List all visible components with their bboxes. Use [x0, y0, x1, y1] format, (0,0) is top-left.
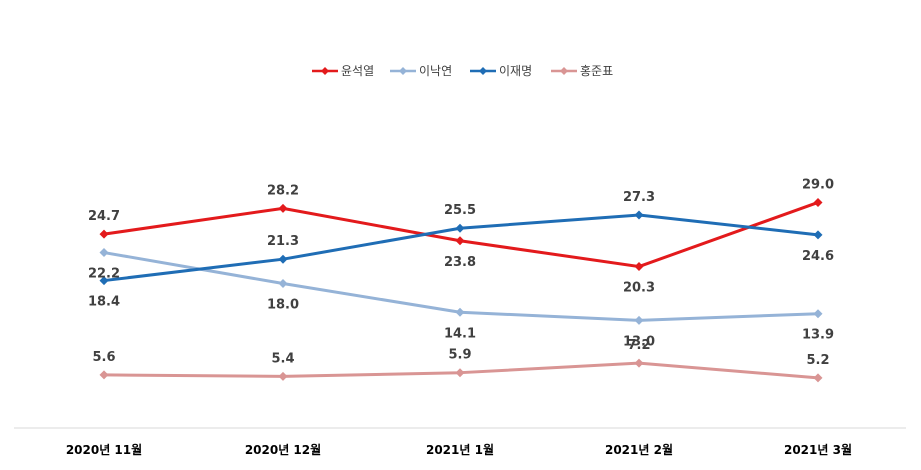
- data-point-s1-2: [278, 203, 288, 213]
- x-tick-label-5: 2021년 3월: [784, 442, 852, 457]
- legend-item-4: 홍준표: [551, 64, 613, 78]
- data-label-s2-2: 18.0: [267, 298, 299, 313]
- x-tick-label-3: 2021년 1월: [426, 442, 494, 457]
- legend-label-3: 이재명: [499, 64, 532, 78]
- data-label-s3-2: 21.3: [267, 234, 299, 249]
- data-label-s2-3: 14.1: [444, 326, 476, 341]
- data-point-s2-1: [99, 248, 109, 258]
- data-point-s3-3: [455, 223, 465, 233]
- data-point-s2-3: [455, 307, 465, 317]
- data-point-s4-4: [634, 358, 644, 368]
- data-point-s4-5: [813, 373, 823, 383]
- x-tick-label-2: 2020년 12월: [245, 442, 321, 457]
- legend-marker-4: [560, 67, 568, 75]
- data-point-s3-5: [813, 230, 823, 240]
- x-tick-label-4: 2021년 2월: [605, 442, 673, 457]
- data-point-s2-2: [278, 279, 288, 289]
- data-label-s2-5: 13.9: [802, 328, 834, 343]
- data-label-s3-1: 18.4: [88, 295, 120, 310]
- x-tick-label-1: 2020년 11월: [66, 442, 142, 457]
- data-point-s4-2: [278, 371, 288, 381]
- data-point-s1-5: [813, 197, 823, 207]
- data-point-s2-4: [634, 315, 644, 325]
- legend-item-3: 이재명: [470, 64, 532, 78]
- data-point-s4-3: [455, 368, 465, 378]
- data-label-s3-3: 25.5: [444, 203, 476, 218]
- legend-marker-2: [399, 67, 407, 75]
- legend-marker-1: [321, 67, 329, 75]
- data-label-s3-4: 27.3: [623, 190, 655, 205]
- legend-item-1: 윤석열: [312, 64, 374, 78]
- data-label-s2-1: 22.2: [88, 267, 120, 282]
- data-point-s3-1: [99, 276, 109, 286]
- data-label-s4-4: 7.2: [627, 338, 650, 353]
- data-label-s4-5: 5.2: [806, 353, 829, 368]
- legend-marker-3: [479, 67, 487, 75]
- data-label-s1-2: 28.2: [267, 183, 299, 198]
- legend-label-1: 윤석열: [341, 64, 374, 78]
- data-label-s3-5: 24.6: [802, 249, 834, 264]
- data-point-s3-2: [278, 254, 288, 264]
- data-label-s4-3: 5.9: [448, 348, 471, 363]
- data-label-s4-2: 5.4: [271, 351, 294, 366]
- legend-label-4: 홍준표: [580, 64, 613, 78]
- legend-label-2: 이낙연: [419, 64, 452, 78]
- data-point-s1-3: [455, 236, 465, 246]
- data-point-s2-5: [813, 309, 823, 319]
- data-label-s1-1: 24.7: [88, 209, 120, 224]
- data-label-s1-5: 29.0: [802, 177, 834, 192]
- data-point-s1-4: [634, 262, 644, 272]
- data-point-s4-1: [99, 370, 109, 380]
- data-label-s1-3: 23.8: [444, 255, 476, 270]
- data-label-s4-1: 5.6: [92, 350, 115, 365]
- data-label-s2-4: 13.0: [623, 334, 655, 349]
- data-point-s3-4: [634, 210, 644, 220]
- legend-item-2: 이낙연: [390, 64, 452, 78]
- data-point-s1-1: [99, 229, 109, 239]
- data-label-s1-4: 20.3: [623, 281, 655, 296]
